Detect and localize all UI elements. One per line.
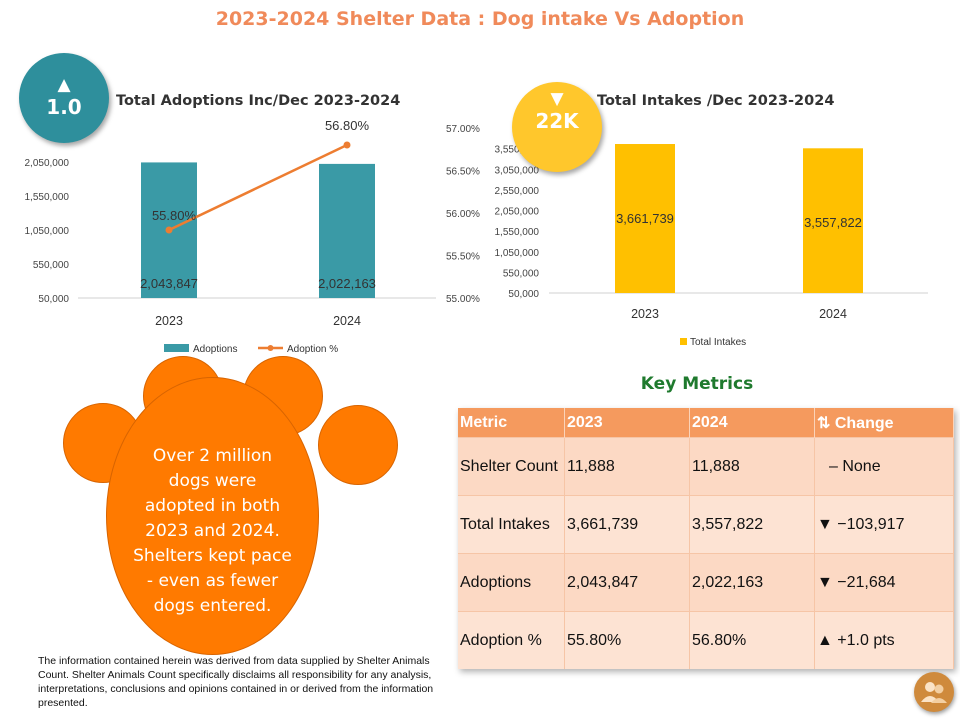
intakes-chart-title: Total Intakes /Dec 2023-2024: [597, 93, 835, 109]
x-tick-label: 2024: [333, 314, 361, 328]
bar-data-label: 2,043,847: [140, 276, 198, 291]
bar-data-label: 3,661,739: [616, 211, 674, 226]
adoption-pct-point: [165, 226, 173, 234]
y-tick-label: 550,000: [503, 268, 540, 279]
key-metrics-table: Metric 2023 2024 ⇅ Change Shelter Count …: [458, 408, 954, 669]
value-2023: 3,661,739: [564, 495, 690, 554]
down-arrow-icon: ▼: [550, 89, 564, 109]
kpi-intake-value: 22K: [535, 109, 579, 133]
paw-summary-text: Over 2 million dogs were adopted in both…: [133, 446, 292, 616]
adoptions-chart-title: Total Adoptions Inc/Dec 2023-2024: [116, 93, 401, 109]
metric-name: Shelter Count: [458, 437, 565, 496]
change-value: ▼ −21,684: [814, 553, 954, 612]
bar-intakes: [803, 148, 863, 293]
metric-name: Total Intakes: [458, 495, 565, 554]
line-data-label: 56.80%: [325, 118, 370, 133]
x-tick-label: 2023: [155, 314, 183, 328]
value-2023: 11,888: [564, 437, 690, 496]
intake-change-kpi: ▼ 22K: [512, 82, 602, 172]
value-2023: 55.80%: [564, 611, 690, 669]
y2-tick-label: 55.50%: [446, 252, 480, 263]
bar-adoptions: [319, 163, 375, 298]
header-2024: 2024: [689, 408, 815, 438]
line-data-label: 55.80%: [152, 208, 197, 223]
users-icon[interactable]: [914, 672, 954, 712]
change-value: ▲ +1.0 pts: [814, 611, 954, 669]
y-tick-label: 550,000: [33, 260, 70, 271]
legend-swatch-marker: [267, 345, 274, 351]
bar-intakes: [615, 144, 675, 293]
up-arrow-icon: ▲: [57, 75, 71, 95]
adoption-pct-line: [168, 143, 348, 232]
header-metric: Metric: [458, 408, 565, 438]
key-metrics-title: Key Metrics: [640, 374, 754, 394]
header-2023: 2023: [564, 408, 690, 438]
y2-tick-label: 56.50%: [446, 167, 480, 178]
y-tick-label: 1,050,000: [495, 248, 540, 259]
table-row: Total Intakes 3,661,739 3,557,822 ▼ −103…: [458, 495, 954, 554]
legend-swatch-intakes: [680, 338, 687, 345]
value-2024: 2,022,163: [689, 553, 815, 612]
value-2023: 2,043,847: [564, 553, 690, 612]
page-title: 2023-2024 Shelter Data : Dog intake Vs A…: [215, 8, 745, 30]
y2-tick-label: 55.00%: [446, 294, 480, 305]
value-2024: 11,888: [689, 437, 815, 496]
disclaimer: The information contained herein was der…: [38, 655, 434, 709]
legend-label: Total Intakes: [690, 337, 746, 348]
header-change: ⇅ Change: [814, 408, 954, 438]
bar-data-label: 2,022,163: [318, 276, 376, 291]
y-tick-label: 1,550,000: [25, 192, 70, 203]
x-tick-label: 2023: [631, 307, 659, 321]
paw-toe-4: [318, 405, 398, 485]
table-row: Shelter Count 11,888 11,888 – None: [458, 437, 954, 496]
legend-label: Adoption %: [287, 344, 338, 355]
kpi-adoption-value: 1.0: [46, 95, 82, 119]
y2-tick-label: 56.00%: [446, 209, 480, 220]
paw-summary: Over 2 million dogs were adopted in both…: [106, 377, 319, 655]
value-2024: 3,557,822: [689, 495, 815, 554]
value-2024: 56.80%: [689, 611, 815, 669]
metric-name: Adoptions: [458, 553, 565, 612]
x-tick-label: 2024: [819, 307, 847, 321]
y-tick-label: 2,050,000: [25, 158, 70, 169]
y-tick-label: 50,000: [38, 294, 69, 305]
y-tick-label: 2,050,000: [495, 207, 540, 218]
adoption-pct-point: [343, 141, 351, 149]
adoption-change-kpi: ▲ 1.0: [19, 53, 109, 143]
legend-swatch-adoptions: [164, 344, 189, 352]
bar-adoptions: [141, 162, 197, 298]
change-value: ▼ −103,917: [814, 495, 954, 554]
y-tick-label: 1,550,000: [495, 227, 540, 238]
y-tick-label: 50,000: [508, 289, 539, 300]
y2-tick-label: 57.00%: [446, 124, 480, 135]
table-row: Adoptions 2,043,847 2,022,163 ▼ −21,684: [458, 553, 954, 612]
table-row: Adoption % 55.80% 56.80% ▲ +1.0 pts: [458, 611, 954, 669]
y-tick-label: 3,050,000: [495, 165, 540, 176]
change-value: – None: [814, 437, 954, 496]
bar-data-label: 3,557,822: [804, 215, 862, 230]
y-tick-label: 1,050,000: [25, 226, 70, 237]
metric-name: Adoption %: [458, 611, 565, 669]
table-header-row: Metric 2023 2024 ⇅ Change: [458, 408, 954, 438]
legend-label: Adoptions: [193, 344, 237, 355]
y-tick-label: 2,550,000: [495, 186, 540, 197]
